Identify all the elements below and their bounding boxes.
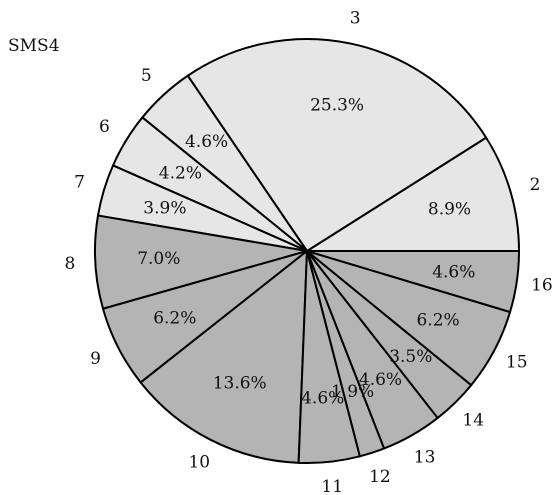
slice-percent-label: 13.6%	[213, 373, 267, 393]
slice-category-label: 9	[90, 349, 101, 369]
slice-category-label: 8	[64, 254, 75, 274]
slice-percent-label: 7.0%	[137, 249, 180, 269]
slice-category-label: 6	[99, 117, 110, 137]
slice-category-label: 10	[188, 453, 210, 473]
pie-slice-16	[306, 250, 520, 313]
slice-percent-label: 6.2%	[153, 309, 196, 329]
slice-percent-label: 4.6%	[359, 370, 402, 390]
slice-percent-label: 1.9%	[331, 382, 374, 402]
slice-percent-label: 8.9%	[428, 200, 471, 220]
slice-percent-label: 3.5%	[389, 347, 432, 367]
pie-slices	[94, 38, 520, 464]
slice-category-label: 2	[530, 175, 541, 195]
percentage-labels: 8.9%25.3%4.6%4.2%3.9%7.0%6.2%13.6%4.6%1.…	[137, 96, 475, 409]
slice-percent-label: 4.6%	[432, 263, 475, 283]
slice-category-label: 16	[531, 276, 553, 296]
slice-category-label: 5	[141, 66, 152, 86]
slice-category-label: 7	[74, 173, 85, 193]
slice-percent-label: 4.6%	[185, 132, 228, 152]
slice-category-label: 12	[369, 467, 391, 487]
slice-category-label: 15	[506, 352, 528, 372]
category-labels: 2 3 5 6 7 8 9 10 11 12 13 14 15 16	[64, 9, 552, 495]
slice-category-label: 13	[414, 447, 436, 467]
slice-percent-label: 4.6%	[301, 389, 344, 409]
chart-title: SMS4	[8, 36, 60, 56]
pie-slice-2	[306, 136, 520, 252]
pie-slice-3	[186, 38, 488, 252]
slice-category-label: 11	[321, 477, 343, 495]
slice-percent-label: 3.9%	[143, 198, 186, 218]
slice-category-label: 3	[350, 9, 361, 29]
pie-slice-10	[139, 250, 308, 464]
slice-percent-label: 4.2%	[159, 164, 202, 184]
slice-percent-label: 6.2%	[416, 311, 459, 331]
slice-percent-label: 25.3%	[310, 96, 364, 116]
slice-category-label: 14	[462, 411, 484, 431]
